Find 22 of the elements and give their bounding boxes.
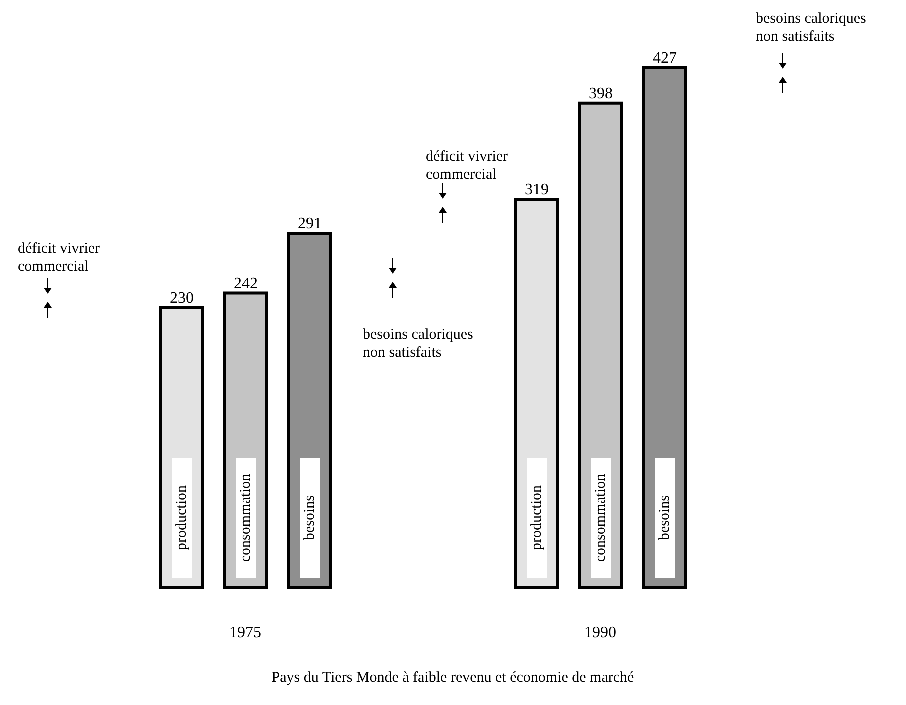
label-backdrop: production (527, 458, 547, 578)
annotation: déficit vivrier commercial (18, 240, 102, 276)
series-label: production (174, 485, 190, 550)
annotation: déficit vivrier commercial (426, 149, 508, 183)
x-axis-title: Pays du Tiers Monde à faible revenu et économie de marché (270, 670, 636, 687)
x-tick-label: 1975 (230, 624, 262, 642)
data-label: 427 (653, 50, 677, 67)
x-tick-label: 1990 (584, 624, 616, 642)
label-backdrop: consommation (591, 458, 611, 578)
series-label: consommation (238, 473, 254, 562)
label-backdrop: production (172, 458, 192, 578)
data-label: 319 (525, 182, 549, 199)
label-backdrop: consommation (236, 458, 256, 578)
text: besoins caloriques non satisfaits (756, 10, 868, 46)
series-label: besoins (302, 495, 318, 540)
label-backdrop: besoins (300, 458, 320, 578)
data-label: 230 (170, 290, 194, 307)
annotation: besoins caloriques non satisfaits (363, 326, 474, 362)
data-label: 242 (234, 275, 258, 292)
data-label: 398 (589, 85, 613, 102)
data-label: 291 (298, 216, 322, 233)
label-backdrop: besoins (655, 458, 675, 578)
